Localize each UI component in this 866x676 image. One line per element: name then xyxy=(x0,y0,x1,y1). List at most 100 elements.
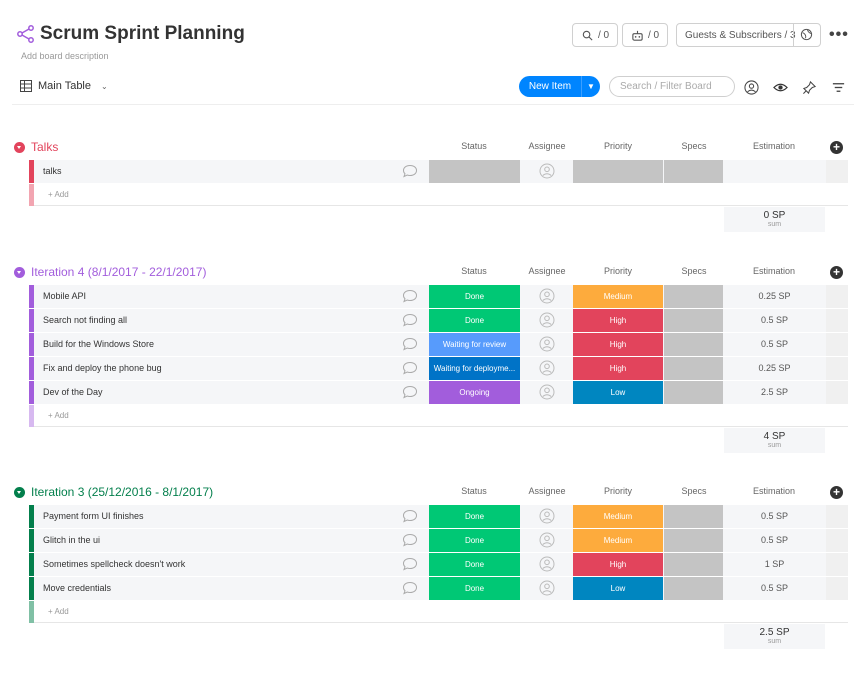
comment-bubble-icon[interactable] xyxy=(402,557,418,571)
estimation-cell[interactable]: 1 SP xyxy=(724,553,825,576)
estimation-cell[interactable]: 0.5 SP xyxy=(724,309,825,332)
specs-cell[interactable] xyxy=(664,333,723,356)
board-description[interactable]: Add board description xyxy=(21,51,109,61)
assignee-cell[interactable] xyxy=(521,160,572,183)
group-title[interactable]: Iteration 4 (8/1/2017 - 22/1/2017) xyxy=(14,265,206,279)
table-row[interactable]: Sometimes spellcheck doesn't work Done Hig… xyxy=(29,553,848,576)
specs-cell[interactable] xyxy=(664,309,723,332)
group-title[interactable]: Iteration 3 (25/12/2016 - 8/1/2017) xyxy=(14,485,213,499)
column-header-priority[interactable]: Priority xyxy=(603,141,632,151)
new-item-button[interactable]: New Item ▼ xyxy=(519,76,600,97)
assignee-cell[interactable] xyxy=(521,381,572,404)
table-row[interactable]: Fix and deploy the phone bug Waiting for … xyxy=(29,357,848,380)
status-cell[interactable]: Done xyxy=(429,553,520,576)
table-row[interactable]: talks xyxy=(29,160,848,183)
column-header-estimation[interactable]: Estimation xyxy=(752,266,796,276)
priority-cell[interactable]: High xyxy=(573,357,663,380)
estimation-cell[interactable]: 0.25 SP xyxy=(724,357,825,380)
add-column-icon[interactable]: + xyxy=(830,141,843,154)
comment-bubble-icon[interactable] xyxy=(402,509,418,523)
estimation-cell[interactable]: 0.5 SP xyxy=(724,333,825,356)
estimation-cell[interactable]: 0.5 SP xyxy=(724,529,825,552)
filter-icon[interactable] xyxy=(829,78,847,96)
estimation-cell[interactable]: 0.5 SP xyxy=(724,577,825,600)
more-options-icon[interactable]: ••• xyxy=(829,26,849,43)
specs-cell[interactable] xyxy=(664,285,723,308)
pin-icon[interactable] xyxy=(800,78,818,96)
column-header-assignee[interactable]: Assignee xyxy=(528,486,566,496)
assignee-cell[interactable] xyxy=(521,529,572,552)
status-cell[interactable]: Ongoing xyxy=(429,381,520,404)
add-item-label[interactable]: + Add xyxy=(48,190,69,199)
table-row[interactable]: Search not finding all Done High 0.5 SP xyxy=(29,309,848,332)
activity-button[interactable]: / 0 xyxy=(572,23,618,47)
add-column-icon[interactable]: + xyxy=(830,486,843,499)
status-cell[interactable] xyxy=(429,160,520,183)
specs-cell[interactable] xyxy=(664,529,723,552)
group-title-text[interactable]: Iteration 3 (25/12/2016 - 8/1/2017) xyxy=(31,485,214,499)
specs-cell[interactable] xyxy=(664,381,723,404)
column-header-specs[interactable]: Specs xyxy=(681,141,707,151)
estimation-cell[interactable] xyxy=(724,160,825,183)
column-header-status[interactable]: Status xyxy=(461,486,487,496)
column-header-status[interactable]: Status xyxy=(461,266,487,276)
item-name[interactable]: Move credentials xyxy=(43,583,112,593)
status-cell[interactable]: Waiting for deployme... xyxy=(429,357,520,380)
group-collapse-icon[interactable] xyxy=(14,266,25,278)
estimation-cell[interactable]: 0.5 SP xyxy=(724,505,825,528)
view-selector[interactable]: Main Table ⌄ xyxy=(20,80,108,92)
group-title-text[interactable]: Talks xyxy=(31,140,59,154)
priority-cell[interactable]: Medium xyxy=(573,505,663,528)
priority-cell[interactable]: Low xyxy=(573,381,663,404)
add-item-label[interactable]: + Add xyxy=(48,411,69,420)
column-header-priority[interactable]: Priority xyxy=(603,266,632,276)
comment-bubble-icon[interactable] xyxy=(402,289,418,303)
column-header-priority[interactable]: Priority xyxy=(603,486,632,496)
specs-cell[interactable] xyxy=(664,553,723,576)
specs-cell[interactable] xyxy=(664,505,723,528)
comment-bubble-icon[interactable] xyxy=(402,385,418,399)
assignee-cell[interactable] xyxy=(521,309,572,332)
status-cell[interactable]: Done xyxy=(429,529,520,552)
priority-cell[interactable] xyxy=(573,160,663,183)
table-row[interactable]: Mobile API Done Medium 0.25 SP xyxy=(29,285,848,308)
add-item-row[interactable]: + Add xyxy=(29,405,848,427)
assignee-cell[interactable] xyxy=(521,357,572,380)
column-header-status[interactable]: Status xyxy=(461,141,487,151)
board-title[interactable]: Scrum Sprint Planning xyxy=(40,23,245,44)
estimation-cell[interactable]: 2.5 SP xyxy=(724,381,825,404)
table-row[interactable]: Glitch in the ui Done Medium 0.5 SP xyxy=(29,529,848,552)
add-item-label[interactable]: + Add xyxy=(48,607,69,616)
search-input[interactable]: Search / Filter Board xyxy=(609,76,735,97)
chevron-down-icon[interactable]: ▼ xyxy=(587,82,595,91)
integrations-button[interactable]: / 0 xyxy=(622,23,668,47)
item-name[interactable]: Fix and deploy the phone bug xyxy=(43,363,162,373)
item-name[interactable]: Payment form UI finishes xyxy=(43,511,144,521)
item-name[interactable]: Build for the Windows Store xyxy=(43,339,155,349)
status-cell[interactable]: Done xyxy=(429,505,520,528)
status-cell[interactable]: Done xyxy=(429,577,520,600)
assignee-cell[interactable] xyxy=(521,553,572,576)
status-cell[interactable]: Done xyxy=(429,285,520,308)
comment-bubble-icon[interactable] xyxy=(402,164,418,178)
table-row[interactable]: Payment form UI finishes Done Medium 0.5 SP xyxy=(29,505,848,528)
item-name[interactable]: Glitch in the ui xyxy=(43,535,101,545)
item-name[interactable]: Search not finding all xyxy=(43,315,128,325)
table-row[interactable]: Move credentials Done Low 0.5 SP xyxy=(29,577,848,600)
item-name[interactable]: Dev of the Day xyxy=(43,387,103,397)
priority-cell[interactable]: Medium xyxy=(573,285,663,308)
priority-cell[interactable]: High xyxy=(573,309,663,332)
priority-cell[interactable]: Low xyxy=(573,577,663,600)
item-name[interactable]: talks xyxy=(43,166,62,176)
status-cell[interactable]: Waiting for review xyxy=(429,333,520,356)
specs-cell[interactable] xyxy=(664,160,723,183)
table-row[interactable]: Dev of the Day Ongoing Low 2.5 SP xyxy=(29,381,848,404)
status-cell[interactable]: Done xyxy=(429,309,520,332)
group-title-text[interactable]: Iteration 4 (8/1/2017 - 22/1/2017) xyxy=(31,265,207,279)
comment-bubble-icon[interactable] xyxy=(402,361,418,375)
assignee-cell[interactable] xyxy=(521,333,572,356)
priority-cell[interactable]: High xyxy=(573,553,663,576)
group-collapse-icon[interactable] xyxy=(14,141,25,153)
comment-bubble-icon[interactable] xyxy=(402,337,418,351)
group-title[interactable]: Talks xyxy=(14,140,58,154)
